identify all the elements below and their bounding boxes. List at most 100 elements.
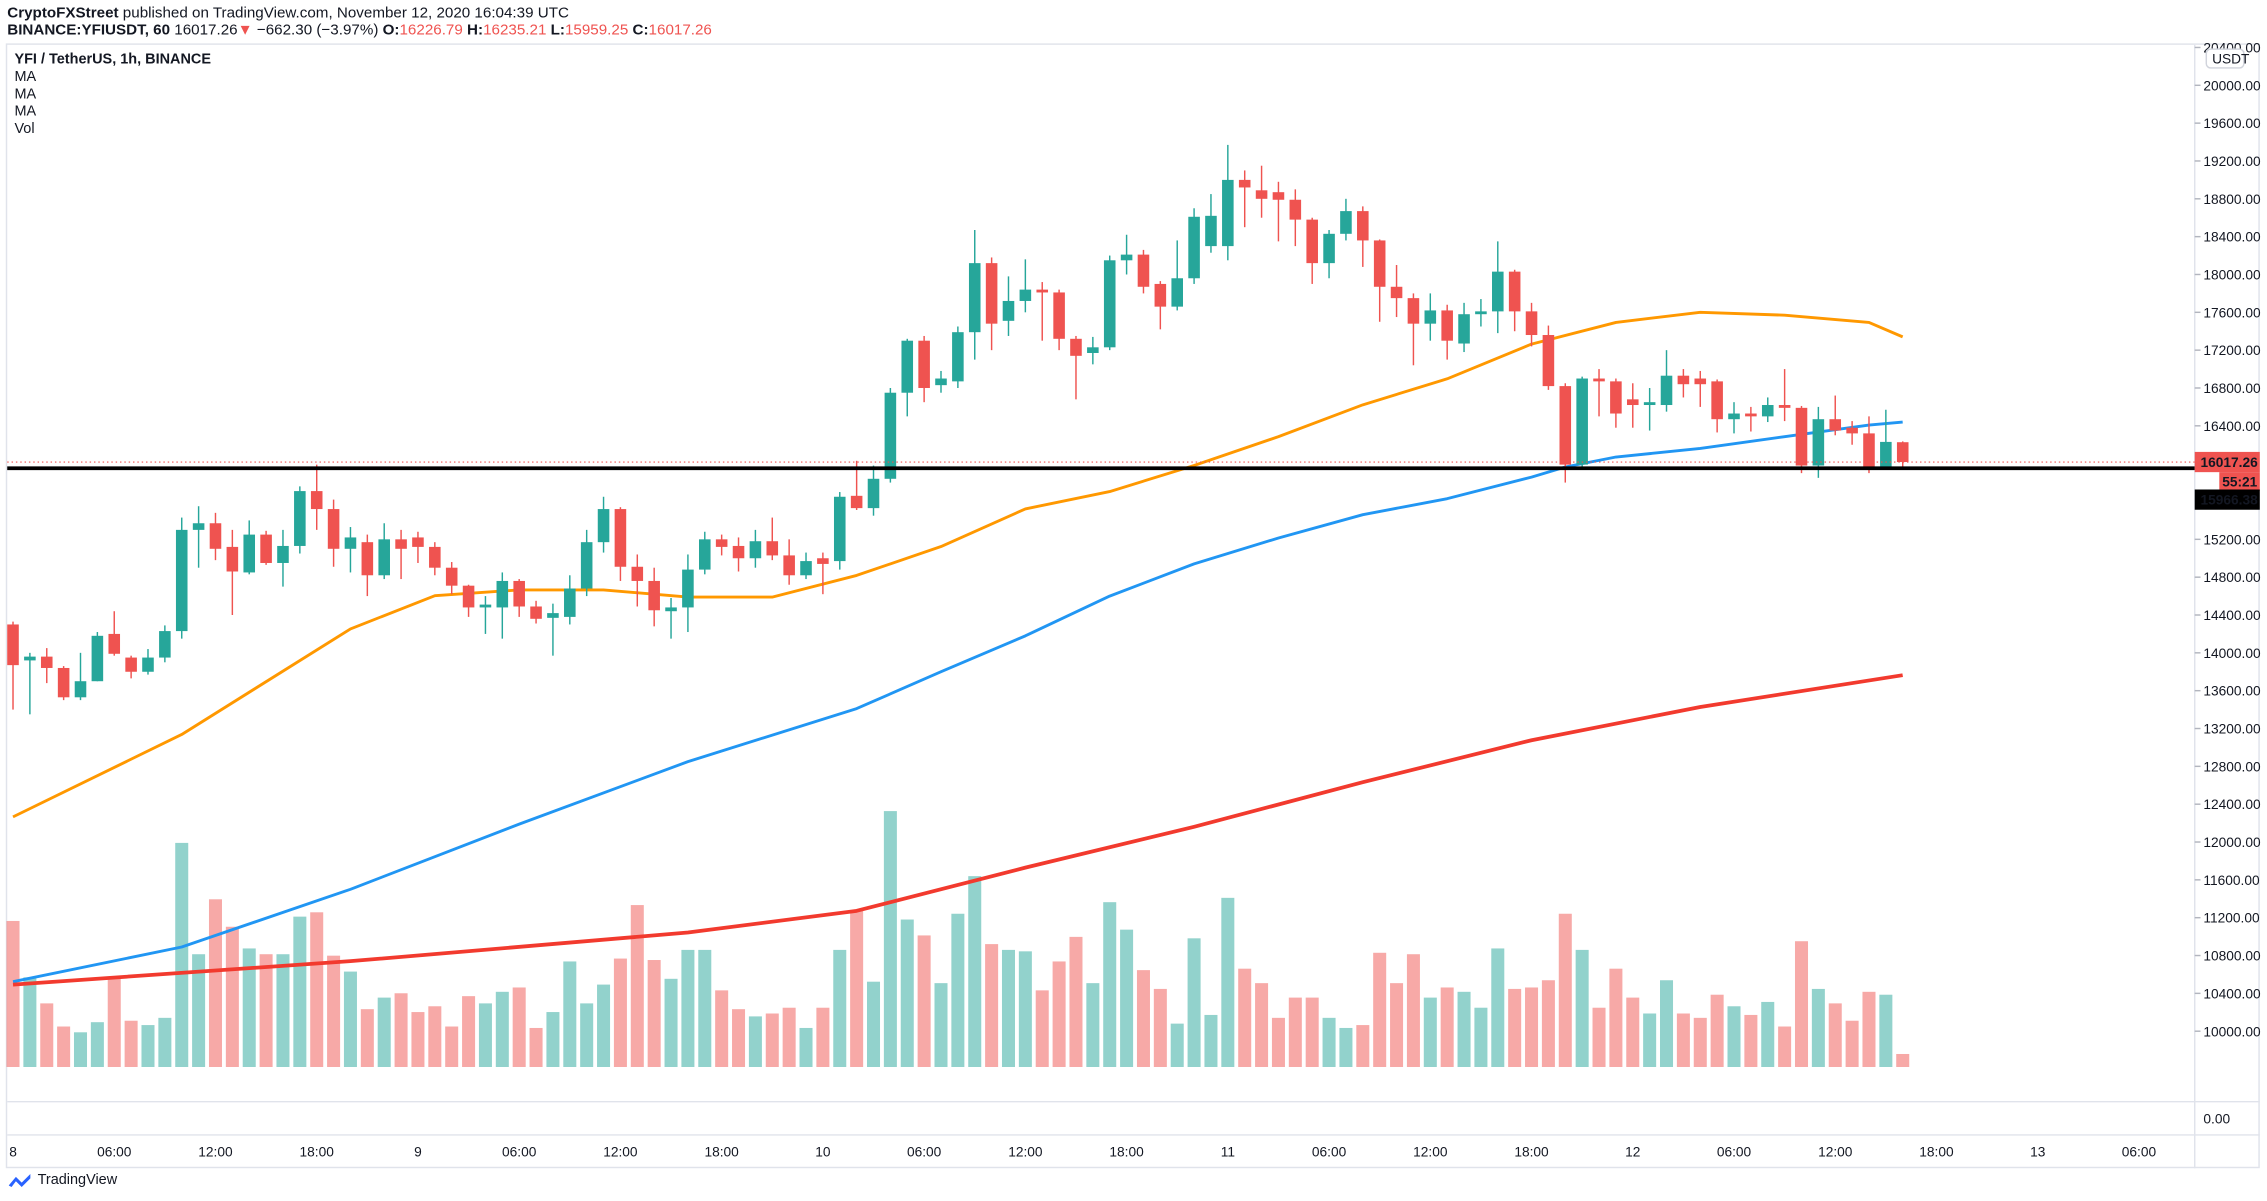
levels bbox=[7, 461, 2195, 471]
legend-item-ma[interactable]: MA bbox=[14, 104, 37, 121]
candle-body bbox=[209, 523, 222, 549]
volume-bar bbox=[698, 949, 712, 1068]
candle-body bbox=[580, 542, 593, 589]
ma-line-orange bbox=[12, 310, 1904, 819]
volume-bar bbox=[1406, 954, 1420, 1068]
candle-body bbox=[1373, 240, 1386, 287]
volume-bar bbox=[529, 1027, 543, 1068]
currency-badge[interactable] bbox=[2205, 48, 2245, 69]
legend-item-ma[interactable]: MA bbox=[14, 69, 37, 86]
candle-body bbox=[1289, 199, 1302, 220]
candle-body bbox=[378, 539, 390, 576]
candle-body bbox=[1559, 386, 1572, 465]
time-tick-label: 06:00 bbox=[907, 1145, 942, 1160]
candle-body bbox=[1441, 310, 1453, 341]
tradingview-logo[interactable]: TradingView bbox=[8, 1173, 117, 1188]
candle-body bbox=[901, 340, 914, 393]
close-value: 16017.26 bbox=[648, 21, 712, 40]
volume-bar bbox=[1592, 1007, 1606, 1068]
volume-bar bbox=[208, 899, 222, 1068]
symbol: BINANCE:YFIUSDT, 60 bbox=[7, 21, 171, 40]
volume-bar bbox=[1423, 997, 1437, 1068]
candle-body bbox=[614, 509, 627, 567]
volume-bar bbox=[630, 905, 644, 1068]
time-tick-label: 11 bbox=[1221, 1145, 1235, 1160]
price-tick-label: 18400.00 bbox=[2203, 230, 2261, 245]
time-tick-label: 18:00 bbox=[704, 1145, 739, 1160]
candle-body bbox=[1087, 347, 1099, 353]
axes: 20400.0020000.0019600.0019200.0018800.00… bbox=[9, 41, 2261, 1160]
volume-bar bbox=[175, 842, 189, 1068]
down-arrow-icon: ▼ bbox=[237, 21, 253, 40]
volume-bar bbox=[1120, 929, 1134, 1068]
volume-bar bbox=[1086, 983, 1100, 1068]
volume-bar bbox=[343, 971, 357, 1068]
candle-body bbox=[1002, 300, 1015, 321]
level-price-tag bbox=[2194, 489, 2260, 510]
volume-bar bbox=[1525, 987, 1539, 1068]
low-value: 15959.25 bbox=[564, 21, 629, 40]
volume-bar bbox=[1271, 1017, 1285, 1068]
time-tick-label: 9 bbox=[414, 1145, 422, 1160]
price-tick-label: 19200.00 bbox=[2203, 154, 2261, 169]
candle-body bbox=[496, 580, 509, 608]
candle-body bbox=[648, 580, 660, 611]
volume-bar bbox=[1322, 1017, 1336, 1068]
moving-averages bbox=[12, 310, 1904, 987]
volume-bar bbox=[1676, 1013, 1690, 1068]
chart-panel[interactable] bbox=[5, 43, 2260, 1169]
volume-bar bbox=[1288, 997, 1302, 1068]
volume-bar bbox=[1136, 970, 1150, 1068]
candle-body bbox=[1053, 292, 1065, 339]
volume-bar bbox=[478, 1003, 492, 1068]
volume-bar bbox=[57, 1026, 71, 1068]
volume-bar bbox=[310, 912, 324, 1068]
symbol-line: BINANCE:YFIUSDT, 60 16017.26▼ −662.30 (−… bbox=[7, 22, 712, 39]
candle-body bbox=[361, 542, 374, 576]
volume-bar bbox=[1204, 1014, 1218, 1068]
volume-bar bbox=[1069, 936, 1083, 1068]
volume-bar bbox=[512, 987, 526, 1068]
time-tick-label: 18:00 bbox=[1919, 1145, 1954, 1160]
candle-body bbox=[40, 656, 53, 668]
author-name[interactable]: CryptoFXStreet bbox=[7, 4, 119, 22]
candle-body bbox=[1205, 215, 1217, 247]
candle-body bbox=[1407, 298, 1420, 324]
candle-body bbox=[1711, 381, 1723, 420]
volume-bar bbox=[40, 1003, 54, 1068]
volume-bar bbox=[883, 811, 897, 1068]
volume-bar bbox=[1828, 1003, 1842, 1068]
volume-bar bbox=[1778, 1026, 1792, 1068]
candle-body bbox=[7, 624, 19, 666]
last-price-tag-label: 16017.26 bbox=[2201, 455, 2259, 470]
volume-bar bbox=[1794, 941, 1809, 1068]
volume-bar bbox=[799, 1027, 813, 1068]
candle-body bbox=[1255, 190, 1268, 199]
volume-bar bbox=[141, 1025, 155, 1068]
volume-bar bbox=[1643, 1013, 1657, 1068]
price-tick-label: 15200.00 bbox=[2203, 532, 2261, 547]
volume-bar bbox=[1255, 983, 1269, 1068]
candle-body bbox=[665, 607, 677, 612]
close-label: C: bbox=[632, 21, 649, 40]
last-price: 16017.26 bbox=[174, 21, 238, 40]
candle-body bbox=[783, 555, 795, 576]
legend: YFI / TetherUS, 1h, BINANCE MA MA MA Vol bbox=[14, 52, 211, 139]
candle-body bbox=[1357, 211, 1369, 241]
candle-body bbox=[867, 478, 880, 509]
legend-item-vol[interactable]: Vol bbox=[14, 121, 35, 138]
candle-body bbox=[395, 539, 407, 549]
candle-body bbox=[1340, 211, 1352, 234]
candle-body bbox=[277, 545, 289, 563]
candle-body bbox=[732, 545, 745, 559]
candle-body bbox=[1728, 413, 1740, 420]
price-tick-label: 12400.00 bbox=[2203, 797, 2261, 812]
legend-item-ma[interactable]: MA bbox=[14, 86, 37, 103]
candle-body bbox=[1863, 433, 1875, 469]
volume-bar bbox=[1575, 949, 1589, 1068]
volume-bar bbox=[597, 984, 611, 1068]
volume-bar bbox=[225, 926, 239, 1068]
price-tick-label: 14400.00 bbox=[2203, 608, 2261, 623]
candle-body bbox=[412, 537, 424, 547]
